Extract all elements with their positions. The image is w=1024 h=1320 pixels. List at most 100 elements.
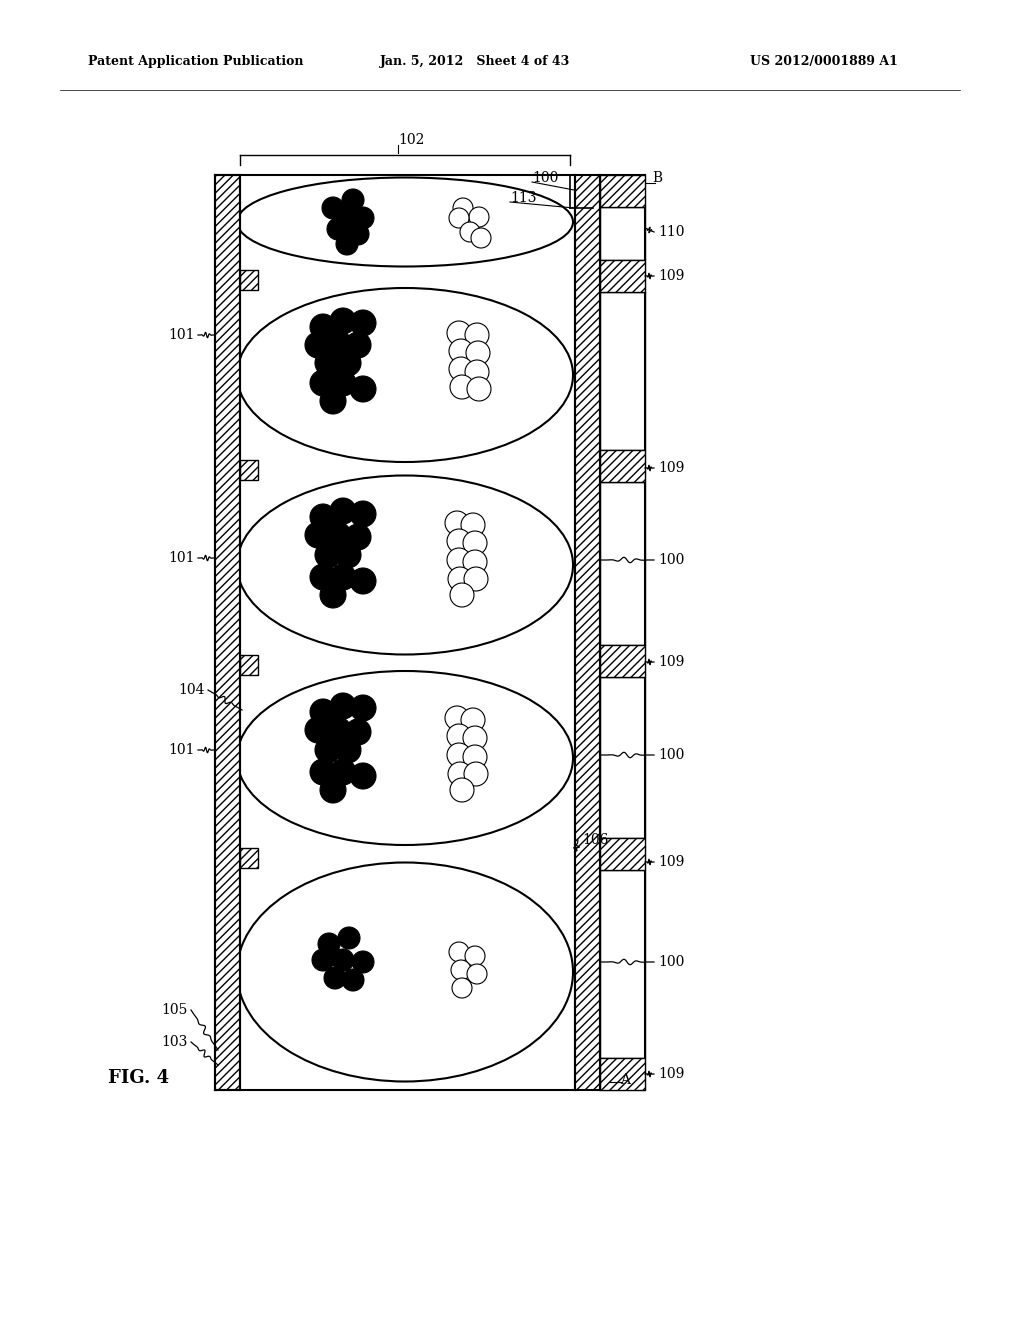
Circle shape xyxy=(464,762,488,785)
Circle shape xyxy=(352,950,374,973)
Circle shape xyxy=(310,564,336,590)
Text: 109: 109 xyxy=(658,855,684,869)
Circle shape xyxy=(461,513,485,537)
Circle shape xyxy=(450,777,474,803)
Circle shape xyxy=(325,521,351,548)
Circle shape xyxy=(305,717,331,743)
Circle shape xyxy=(332,949,354,972)
Circle shape xyxy=(315,737,341,763)
Bar xyxy=(240,459,258,480)
Text: 109: 109 xyxy=(658,461,684,475)
Circle shape xyxy=(445,511,469,535)
Circle shape xyxy=(342,969,364,991)
Text: 102: 102 xyxy=(398,133,424,147)
Circle shape xyxy=(325,330,351,356)
Text: 109: 109 xyxy=(658,655,684,669)
Bar xyxy=(600,645,645,677)
Bar xyxy=(600,870,645,1059)
Bar xyxy=(600,1059,645,1090)
Circle shape xyxy=(330,759,356,785)
Circle shape xyxy=(465,946,485,966)
Circle shape xyxy=(325,717,351,743)
Circle shape xyxy=(452,978,472,998)
Circle shape xyxy=(447,743,471,767)
Text: FIG. 4: FIG. 4 xyxy=(108,1069,169,1086)
Circle shape xyxy=(467,964,487,983)
Circle shape xyxy=(464,568,488,591)
Bar xyxy=(600,677,645,838)
Text: 104: 104 xyxy=(178,682,205,697)
Bar xyxy=(600,450,645,482)
Circle shape xyxy=(338,927,360,949)
Circle shape xyxy=(315,350,341,376)
Circle shape xyxy=(310,504,336,531)
Circle shape xyxy=(335,543,361,568)
Circle shape xyxy=(447,723,471,748)
Bar xyxy=(240,847,258,869)
Circle shape xyxy=(463,726,487,750)
Bar xyxy=(600,176,645,207)
Text: A: A xyxy=(620,1073,630,1086)
Circle shape xyxy=(336,234,358,255)
Circle shape xyxy=(330,498,356,524)
Circle shape xyxy=(471,228,490,248)
Circle shape xyxy=(350,696,376,721)
Bar xyxy=(240,655,258,675)
Text: US 2012/0001889 A1: US 2012/0001889 A1 xyxy=(750,55,898,69)
Text: 100: 100 xyxy=(658,748,684,762)
Ellipse shape xyxy=(237,475,573,655)
Circle shape xyxy=(350,310,376,337)
Text: 101: 101 xyxy=(169,743,195,756)
Circle shape xyxy=(445,706,469,730)
Text: 100: 100 xyxy=(532,172,558,185)
Text: 109: 109 xyxy=(658,1067,684,1081)
Circle shape xyxy=(319,388,346,414)
Text: Jan. 5, 2012   Sheet 4 of 43: Jan. 5, 2012 Sheet 4 of 43 xyxy=(380,55,570,69)
Circle shape xyxy=(330,693,356,719)
Text: B: B xyxy=(652,172,663,185)
Circle shape xyxy=(345,524,371,550)
Circle shape xyxy=(453,198,473,218)
Text: 106: 106 xyxy=(582,833,608,847)
Circle shape xyxy=(350,502,376,527)
Circle shape xyxy=(467,378,490,401)
Circle shape xyxy=(318,933,340,954)
Text: Patent Application Publication: Patent Application Publication xyxy=(88,55,303,69)
Circle shape xyxy=(347,223,369,246)
Circle shape xyxy=(345,333,371,358)
Circle shape xyxy=(319,582,346,609)
Circle shape xyxy=(335,737,361,763)
Text: 100: 100 xyxy=(658,553,684,568)
Circle shape xyxy=(463,744,487,770)
Circle shape xyxy=(310,700,336,725)
Circle shape xyxy=(449,209,469,228)
Circle shape xyxy=(465,323,489,347)
Circle shape xyxy=(312,949,334,972)
Bar xyxy=(600,292,645,450)
Circle shape xyxy=(345,719,371,744)
Bar xyxy=(600,838,645,870)
Circle shape xyxy=(447,548,471,572)
Circle shape xyxy=(463,550,487,574)
Text: 101: 101 xyxy=(169,327,195,342)
Circle shape xyxy=(450,375,474,399)
Circle shape xyxy=(451,960,471,979)
Circle shape xyxy=(449,339,473,363)
Circle shape xyxy=(449,762,472,785)
Circle shape xyxy=(327,218,349,240)
Circle shape xyxy=(336,207,358,228)
Circle shape xyxy=(342,189,364,211)
Circle shape xyxy=(319,777,346,803)
Circle shape xyxy=(350,763,376,789)
Circle shape xyxy=(350,376,376,403)
Circle shape xyxy=(465,360,489,384)
Bar xyxy=(240,271,258,290)
Circle shape xyxy=(305,521,331,548)
Circle shape xyxy=(469,207,489,227)
Text: 113: 113 xyxy=(510,191,537,205)
Bar xyxy=(600,482,645,645)
Circle shape xyxy=(352,207,374,228)
Bar xyxy=(215,176,240,1090)
Circle shape xyxy=(324,968,346,989)
Text: 101: 101 xyxy=(169,550,195,565)
